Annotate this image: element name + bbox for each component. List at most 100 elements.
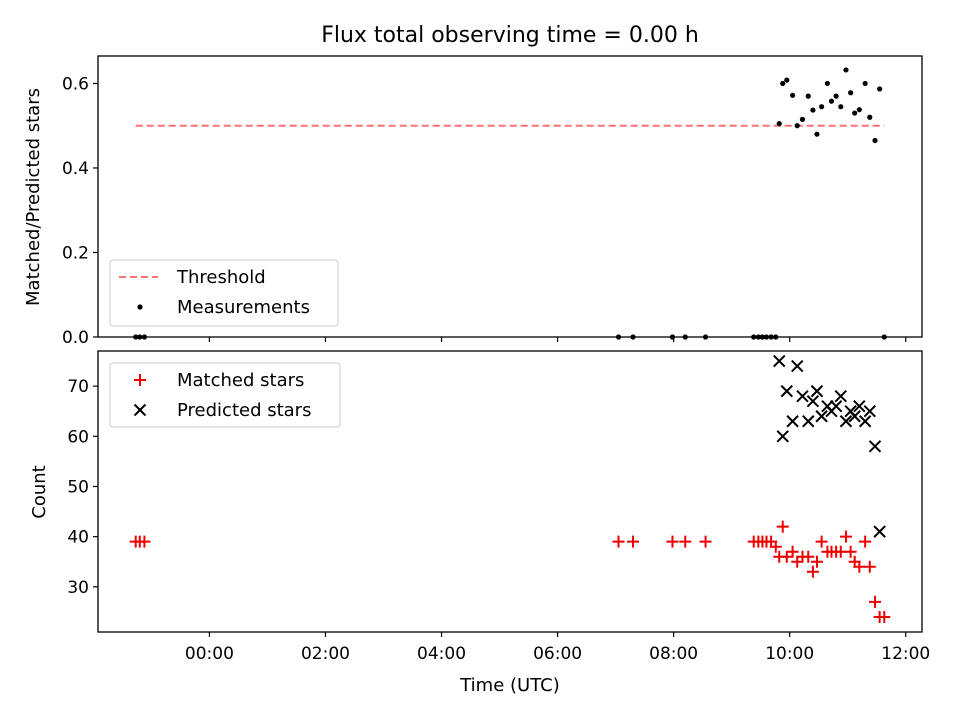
measurements-point <box>856 107 862 113</box>
matched-stars-point <box>780 550 793 563</box>
measurements-point <box>784 77 790 83</box>
matched-stars-point <box>802 550 815 563</box>
matched-stars-point <box>806 565 819 578</box>
y-tick-label: 0.2 <box>62 243 89 263</box>
chart-title: Flux total observing time = 0.00 h <box>321 23 699 48</box>
predicted-stars-point <box>863 405 876 418</box>
predicted-stars-point <box>780 384 794 398</box>
predicted-stars-point <box>776 430 789 443</box>
legend-marker-swatch <box>133 403 147 417</box>
y-tick-label: 0.4 <box>62 159 89 179</box>
measurements-point <box>852 110 858 116</box>
matched-stars-point <box>863 560 876 573</box>
matched-stars-point <box>786 545 799 558</box>
measurements-point <box>789 92 796 98</box>
legend-entry-label: Measurements <box>177 297 310 318</box>
measurements-point <box>848 90 854 96</box>
matched-stars-point <box>138 535 151 548</box>
measurements-point <box>810 107 816 113</box>
measurements-point <box>776 121 782 127</box>
predicted-stars-point <box>773 354 786 368</box>
y-tick-label: 0.0 <box>62 328 89 348</box>
legend-entry-label: Predicted stars <box>177 400 311 421</box>
x-tick-label: 08:00 <box>649 644 698 664</box>
matched-stars-point <box>844 545 857 558</box>
y-tick-label: 70 <box>67 377 89 397</box>
matched-stars-point <box>839 530 852 543</box>
measurements-point <box>828 98 835 104</box>
measurements-point <box>799 116 806 122</box>
predicted-stars-point <box>791 359 804 373</box>
measurements-point <box>824 80 831 87</box>
x-tick-label: 02:00 <box>301 644 350 664</box>
predicted-stars-point <box>853 399 866 413</box>
matched-stars-point <box>769 540 782 553</box>
x-axis-label: Time (UTC) <box>459 675 560 696</box>
count-axes-frame <box>97 350 923 633</box>
count-panel: 30 40 50 60 70 00:00 02:00 04:00 06:00 08:00 10:00… <box>29 350 930 696</box>
predicted-stars-point <box>873 525 886 538</box>
legend-entry-label: Matched stars <box>177 370 304 391</box>
legend-entry-label: Threshold <box>176 267 266 288</box>
measurements-point <box>877 86 883 92</box>
y-tick-label: 40 <box>67 528 89 548</box>
matched-stars-point <box>699 535 712 548</box>
ratio-y-axis-label: Matched/Predicted stars <box>23 88 44 306</box>
matched-stars-point <box>810 555 823 568</box>
measurements-point <box>843 67 849 73</box>
y-tick-label: 60 <box>67 427 89 447</box>
predicted-stars-point <box>829 399 843 413</box>
measurements-point <box>780 80 786 87</box>
matched-stars-point <box>878 610 891 623</box>
predicted-stars-point <box>834 389 847 403</box>
ratio-panel: 0.0 0.2 0.4 0.6 Matched/Predicted stars Thr… <box>23 55 923 348</box>
matched-stars-point <box>776 520 789 533</box>
matched-stars-point <box>815 535 828 548</box>
predicted-stars-point <box>815 410 828 423</box>
measurements-point <box>862 80 868 87</box>
y-tick-label: 0.6 <box>62 74 89 94</box>
ratio-axes-frame <box>97 55 923 338</box>
legend-box <box>109 259 339 327</box>
measurements-point <box>805 93 811 99</box>
matched-stars-point <box>853 560 866 573</box>
matched-stars-point <box>627 535 640 548</box>
matched-stars-point <box>612 535 625 548</box>
count-y-axis-label: Count <box>29 465 50 518</box>
measurements-point <box>814 131 820 137</box>
x-tick-label: 06:00 <box>533 644 582 664</box>
x-tick-label: 00:00 <box>185 644 234 664</box>
measurements-point <box>833 93 839 99</box>
matched-stars-point <box>791 555 804 568</box>
legend-box <box>109 362 341 428</box>
predicted-stars-point <box>806 394 820 408</box>
matched-stars-point <box>868 595 881 608</box>
predicted-stars-point <box>868 440 882 453</box>
y-tick-label: 30 <box>67 578 89 598</box>
matched-stars-point <box>666 535 679 548</box>
matched-stars-point <box>679 535 692 548</box>
matched-stars-point <box>859 535 872 548</box>
count-legend: Matched stars Predicted stars <box>109 362 341 428</box>
y-tick-label: 50 <box>67 477 89 497</box>
x-tick-label: 04:00 <box>417 644 466 664</box>
x-tick-label: 10:00 <box>765 644 814 664</box>
predicted-stars-point <box>796 389 809 403</box>
measurements-point <box>838 104 844 110</box>
predicted-stars-point <box>786 415 799 428</box>
measurements-point <box>867 114 873 120</box>
ratio-axis-ticks: 0.0 0.2 0.4 0.6 <box>62 74 907 348</box>
legend-marker-swatch <box>134 374 146 386</box>
predicted-stars-point <box>802 415 815 428</box>
predicted-stars-point <box>810 384 824 398</box>
count-plot-area <box>129 354 891 623</box>
ratio-legend: Threshold Measurements <box>109 259 339 327</box>
legend-marker-swatch <box>137 304 143 310</box>
measurements-point <box>819 104 825 110</box>
measurements-point <box>794 123 800 129</box>
measurements-point <box>872 137 878 144</box>
predicted-stars-point <box>848 410 861 423</box>
predicted-stars-point <box>839 415 853 428</box>
